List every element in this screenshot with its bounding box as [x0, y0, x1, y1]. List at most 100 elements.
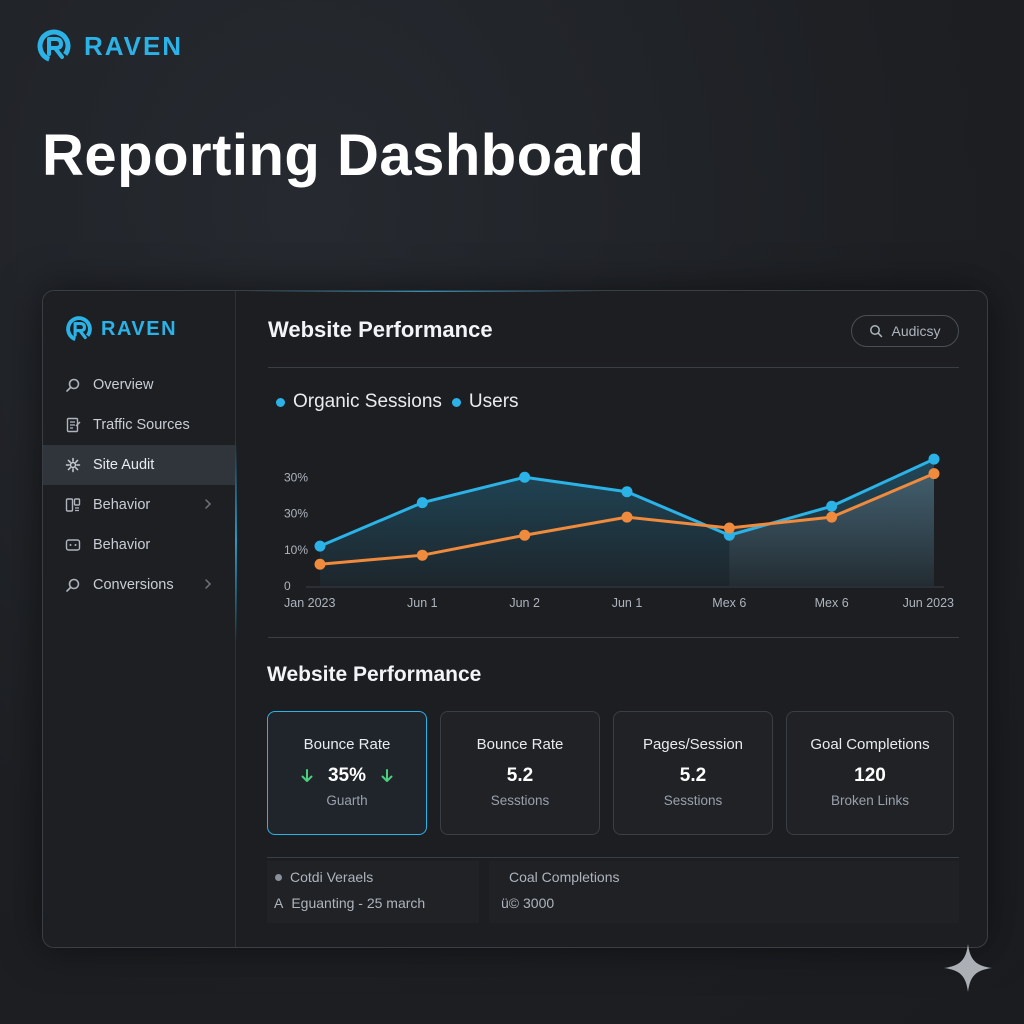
kpi-sub: Broken Links — [830, 793, 910, 808]
data-point — [723, 522, 735, 534]
sidebar: RAVEN Overview Traffic Sources — [43, 291, 237, 947]
kpi-label: Bounce Rate — [303, 736, 391, 753]
x-tick-label: Jun 2 — [509, 596, 540, 610]
raven-logo-icon — [37, 29, 71, 63]
data-point — [519, 529, 531, 541]
y-tick-label: 30% — [284, 470, 308, 484]
data-point — [826, 511, 838, 523]
area-users — [729, 473, 934, 586]
kpi-value: 5.2 — [679, 765, 707, 786]
y-tick-label: 30% — [284, 507, 308, 521]
chevron-right-icon — [205, 579, 212, 589]
search-button-label: Audicsy — [891, 323, 941, 339]
data-point — [928, 453, 940, 465]
sidebar-nav: Overview Traffic Sources Site Audit — [43, 365, 235, 605]
sparkle-icon — [944, 944, 992, 992]
kpi-value-row: 5.2 — [507, 765, 533, 787]
footer-row: Coal Completions — [509, 869, 620, 885]
sidebar-item-overview[interactable]: Overview — [43, 365, 235, 405]
search-button[interactable]: Audicsy — [851, 315, 959, 347]
data-point — [519, 471, 531, 483]
legend-dot — [451, 397, 461, 407]
data-point — [314, 540, 326, 552]
kpi-value: 35% — [327, 765, 367, 786]
screen-icon — [65, 537, 81, 553]
x-tick-label: Mex 6 — [712, 596, 746, 610]
sidebar-item-label: Behavior — [93, 497, 151, 513]
sidebar-item-conversions[interactable]: Conversions — [43, 565, 235, 605]
document-icon — [65, 417, 81, 433]
kpi-label: Pages/Session — [642, 736, 744, 753]
footer-left: Cotdi Veraels A Eguanting - 25 march — [267, 861, 479, 923]
x-tick-label: Jun 1 — [407, 596, 438, 610]
page-title: Reporting Dashboard — [42, 123, 645, 188]
kpi-label: Goal Completions — [810, 736, 930, 753]
kpi-card-pages-session[interactable]: Pages/Session 5.2 Sesstions — [613, 711, 773, 835]
data-point — [314, 558, 326, 570]
kpi-value: 5.2 — [506, 765, 534, 786]
panel-title: Website Performance — [268, 317, 493, 342]
kpi-value-row: 35% — [300, 765, 394, 787]
arrow-down-icon — [381, 769, 393, 782]
divider — [267, 857, 959, 858]
search-icon — [870, 325, 883, 338]
data-point — [928, 468, 940, 480]
kpi-sub: Sesstions — [490, 793, 550, 808]
data-point — [621, 486, 633, 498]
search-icon — [65, 577, 81, 593]
kpi-card-bounce-rate[interactable]: Bounce Rate 35% Guarth — [267, 711, 427, 835]
sidebar-item-label: Traffic Sources — [93, 417, 190, 433]
footer-row: A Eguanting - 25 march — [274, 895, 425, 911]
footer-text: ü© 3000 — [501, 895, 555, 911]
sidebar-brand[interactable]: RAVEN — [65, 315, 177, 343]
sidebar-item-behavior[interactable]: Behavior — [43, 485, 235, 525]
divider — [268, 367, 959, 368]
top-brand: RAVEN — [36, 28, 183, 64]
brand-name: RAVEN — [84, 30, 184, 61]
footer-row: ü© 3000 — [501, 895, 554, 911]
chart-legend: Organic Sessions Users — [276, 391, 519, 413]
kpi-value-row: 5.2 — [680, 765, 706, 787]
kpi-value-row: 120 — [854, 765, 886, 787]
sidebar-item-label: Conversions — [93, 577, 174, 593]
legend-entry-organic-sessions[interactable]: Organic Sessions — [276, 391, 442, 413]
legend-entry-users[interactable]: Users — [451, 391, 519, 413]
data-point — [416, 549, 428, 561]
sidebar-brand-name: RAVEN — [101, 317, 178, 340]
kpi-card-goal-completions[interactable]: Goal Completions 120 Broken Links — [786, 711, 954, 835]
x-tick-label: Jan 2023 — [284, 596, 335, 610]
search-icon — [65, 377, 81, 393]
arrow-down-icon — [301, 769, 313, 782]
footer-text: Coal Completions — [509, 869, 620, 885]
pages-icon — [65, 497, 81, 513]
kpi-label: Bounce Rate — [476, 736, 564, 753]
sidebar-item-label: Behavior — [93, 537, 151, 553]
kpi-card-bounce-rate-2[interactable]: Bounce Rate 5.2 Sesstions — [440, 711, 600, 835]
data-point — [621, 511, 633, 523]
chevron-right-icon — [205, 499, 212, 509]
sidebar-item-behavior-2[interactable]: Behavior — [43, 525, 235, 565]
divider — [268, 637, 959, 638]
data-point — [826, 500, 838, 512]
dashboard-window: RAVEN Overview Traffic Sources — [42, 290, 988, 948]
footer-row: Cotdi Veraels — [275, 869, 373, 885]
sidebar-item-traffic-sources[interactable]: Traffic Sources — [43, 405, 235, 445]
kpi-sub: Guarth — [326, 793, 368, 808]
data-point — [416, 497, 428, 509]
x-tick-label: Jun 2023 — [903, 596, 954, 610]
x-tick-label: Mex 6 — [815, 596, 849, 610]
kpi-value: 120 — [854, 765, 886, 786]
footer-text: Eguanting - 25 march — [291, 895, 426, 911]
line-chart: 0 10% 30% 30% Jan 2023 Jun 1 Jun 2 Jun 1 Mex 6 Me… — [284, 453, 954, 610]
footer-right: Coal Completions ü© 3000 — [489, 861, 959, 923]
legend-label: Users — [468, 391, 519, 412]
kpi-cards: Bounce Rate 35% Guarth Bounce Rate 5.2 S… — [267, 711, 954, 835]
kpi-sub: Sesstions — [663, 793, 723, 808]
bullet-dot-icon — [275, 873, 282, 881]
sidebar-item-label: Overview — [93, 377, 154, 393]
raven-logo-icon — [66, 316, 92, 342]
footer-text: Cotdi Veraels — [290, 869, 374, 885]
sidebar-item-site-audit[interactable]: Site Audit — [43, 445, 235, 485]
footer-prefix: A — [274, 895, 284, 911]
